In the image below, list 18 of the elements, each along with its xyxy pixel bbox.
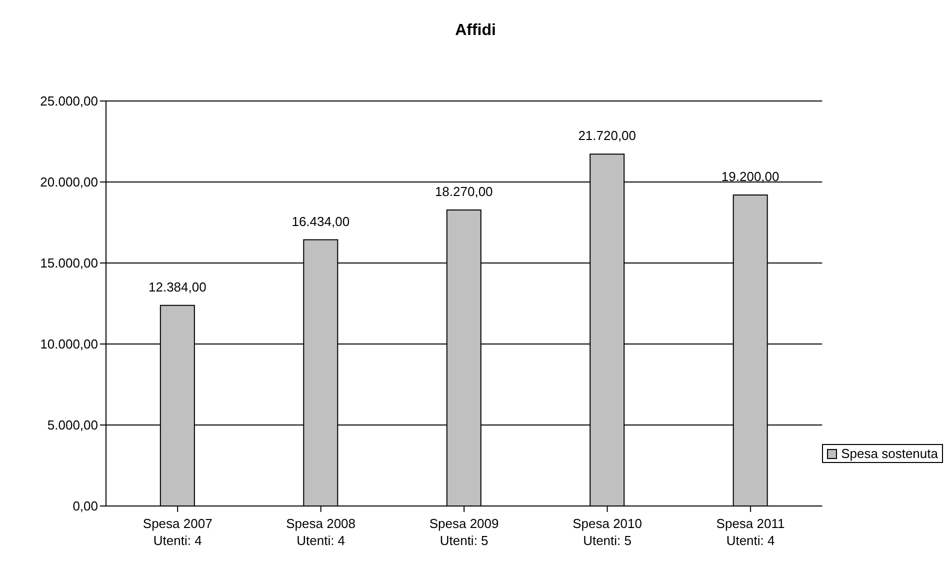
y-tick-label: 10.000,00 (40, 336, 98, 352)
chart-title: Affidi (454, 21, 497, 41)
y-tick-label: 25.000,00 (40, 94, 98, 109)
data-label: 21.720,00 (578, 128, 636, 144)
x-tick-label: Spesa 2009 Utenti: 5 (429, 516, 499, 548)
legend-label: Spesa sostenuta (840, 446, 938, 461)
x-tick-label: Spesa 2007 Utenti: 4 (142, 516, 212, 548)
y-tick-label: 15.000,00 (40, 256, 98, 271)
data-label: 19.200,00 (721, 168, 780, 184)
x-tick-label: Spesa 2008 Utenti: 4 (286, 516, 356, 548)
x-tick-label: Spesa 2011 Utenti: 4 (716, 516, 785, 548)
y-tick-label: 5.000,00 (47, 418, 98, 433)
data-label: 12.384,00 (148, 279, 206, 294)
y-tick-label: 20.000,00 (40, 174, 98, 190)
data-label: 18.270,00 (434, 184, 493, 200)
x-tick-label: Spesa 2010 Utenti: 5 (572, 516, 642, 548)
y-tick-label: 0,00 (72, 498, 98, 514)
data-label: 16.434,00 (292, 214, 350, 229)
